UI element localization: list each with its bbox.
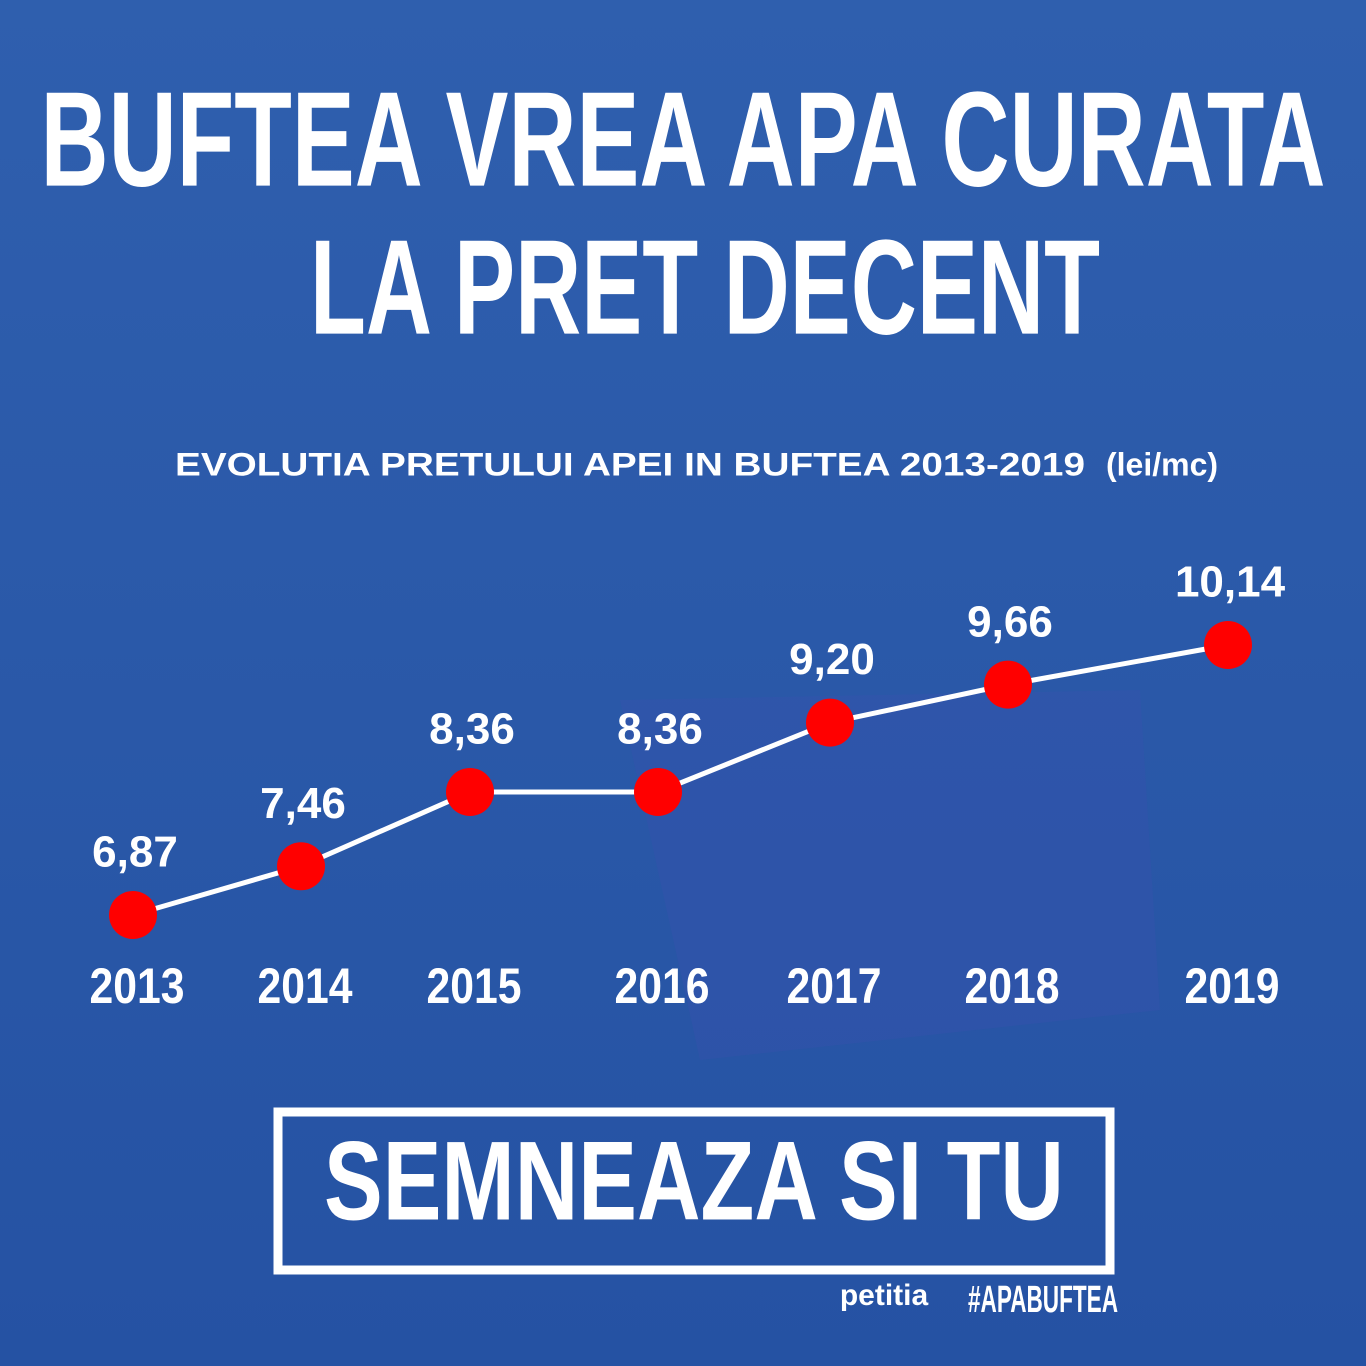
- value-label: 10,14: [1175, 558, 1286, 607]
- cta-text[interactable]: SEMNEAZA SI TU: [324, 1119, 1064, 1244]
- marker: [109, 891, 157, 939]
- marker: [984, 660, 1032, 709]
- x-tick-label: 2013: [90, 958, 185, 1014]
- x-tick-label: 2015: [427, 958, 522, 1014]
- value-label: 8,36: [429, 705, 515, 754]
- cta-button[interactable]: SEMNEAZA SI TU: [273, 1107, 1115, 1275]
- title-line: LA PRET DECENT: [310, 212, 1100, 363]
- value-label: 7,46: [260, 779, 346, 828]
- marker: [634, 767, 682, 816]
- x-tick-label: 2014: [258, 958, 353, 1014]
- value-label: 6,87: [92, 828, 178, 877]
- hashtag: #APABUFTEA: [968, 1279, 1118, 1321]
- marker: [277, 842, 325, 891]
- x-tick-label: 2016: [615, 958, 710, 1014]
- title-line: BUFTEA VREA APA CURATA: [41, 64, 1326, 215]
- x-tick-label: 2017: [787, 958, 882, 1014]
- brand: petitia: [840, 1279, 929, 1312]
- cta-border[interactable]: [273, 1107, 1115, 1275]
- subtitle: EVOLUTIA PRETULUI APEI IN BUFTEA 2013-20…: [175, 446, 1085, 482]
- marker: [806, 698, 854, 747]
- flag-shape: [620, 690, 1160, 1060]
- marker: [1204, 621, 1252, 669]
- value-label: 8,36: [617, 705, 703, 754]
- unit: (lei/mc): [1106, 446, 1218, 482]
- x-tick-label: 2018: [965, 958, 1060, 1014]
- value-label: 9,66: [967, 597, 1053, 646]
- x-tick-label: 2019: [1185, 958, 1280, 1014]
- value-label: 9,20: [789, 635, 875, 684]
- marker: [446, 767, 494, 816]
